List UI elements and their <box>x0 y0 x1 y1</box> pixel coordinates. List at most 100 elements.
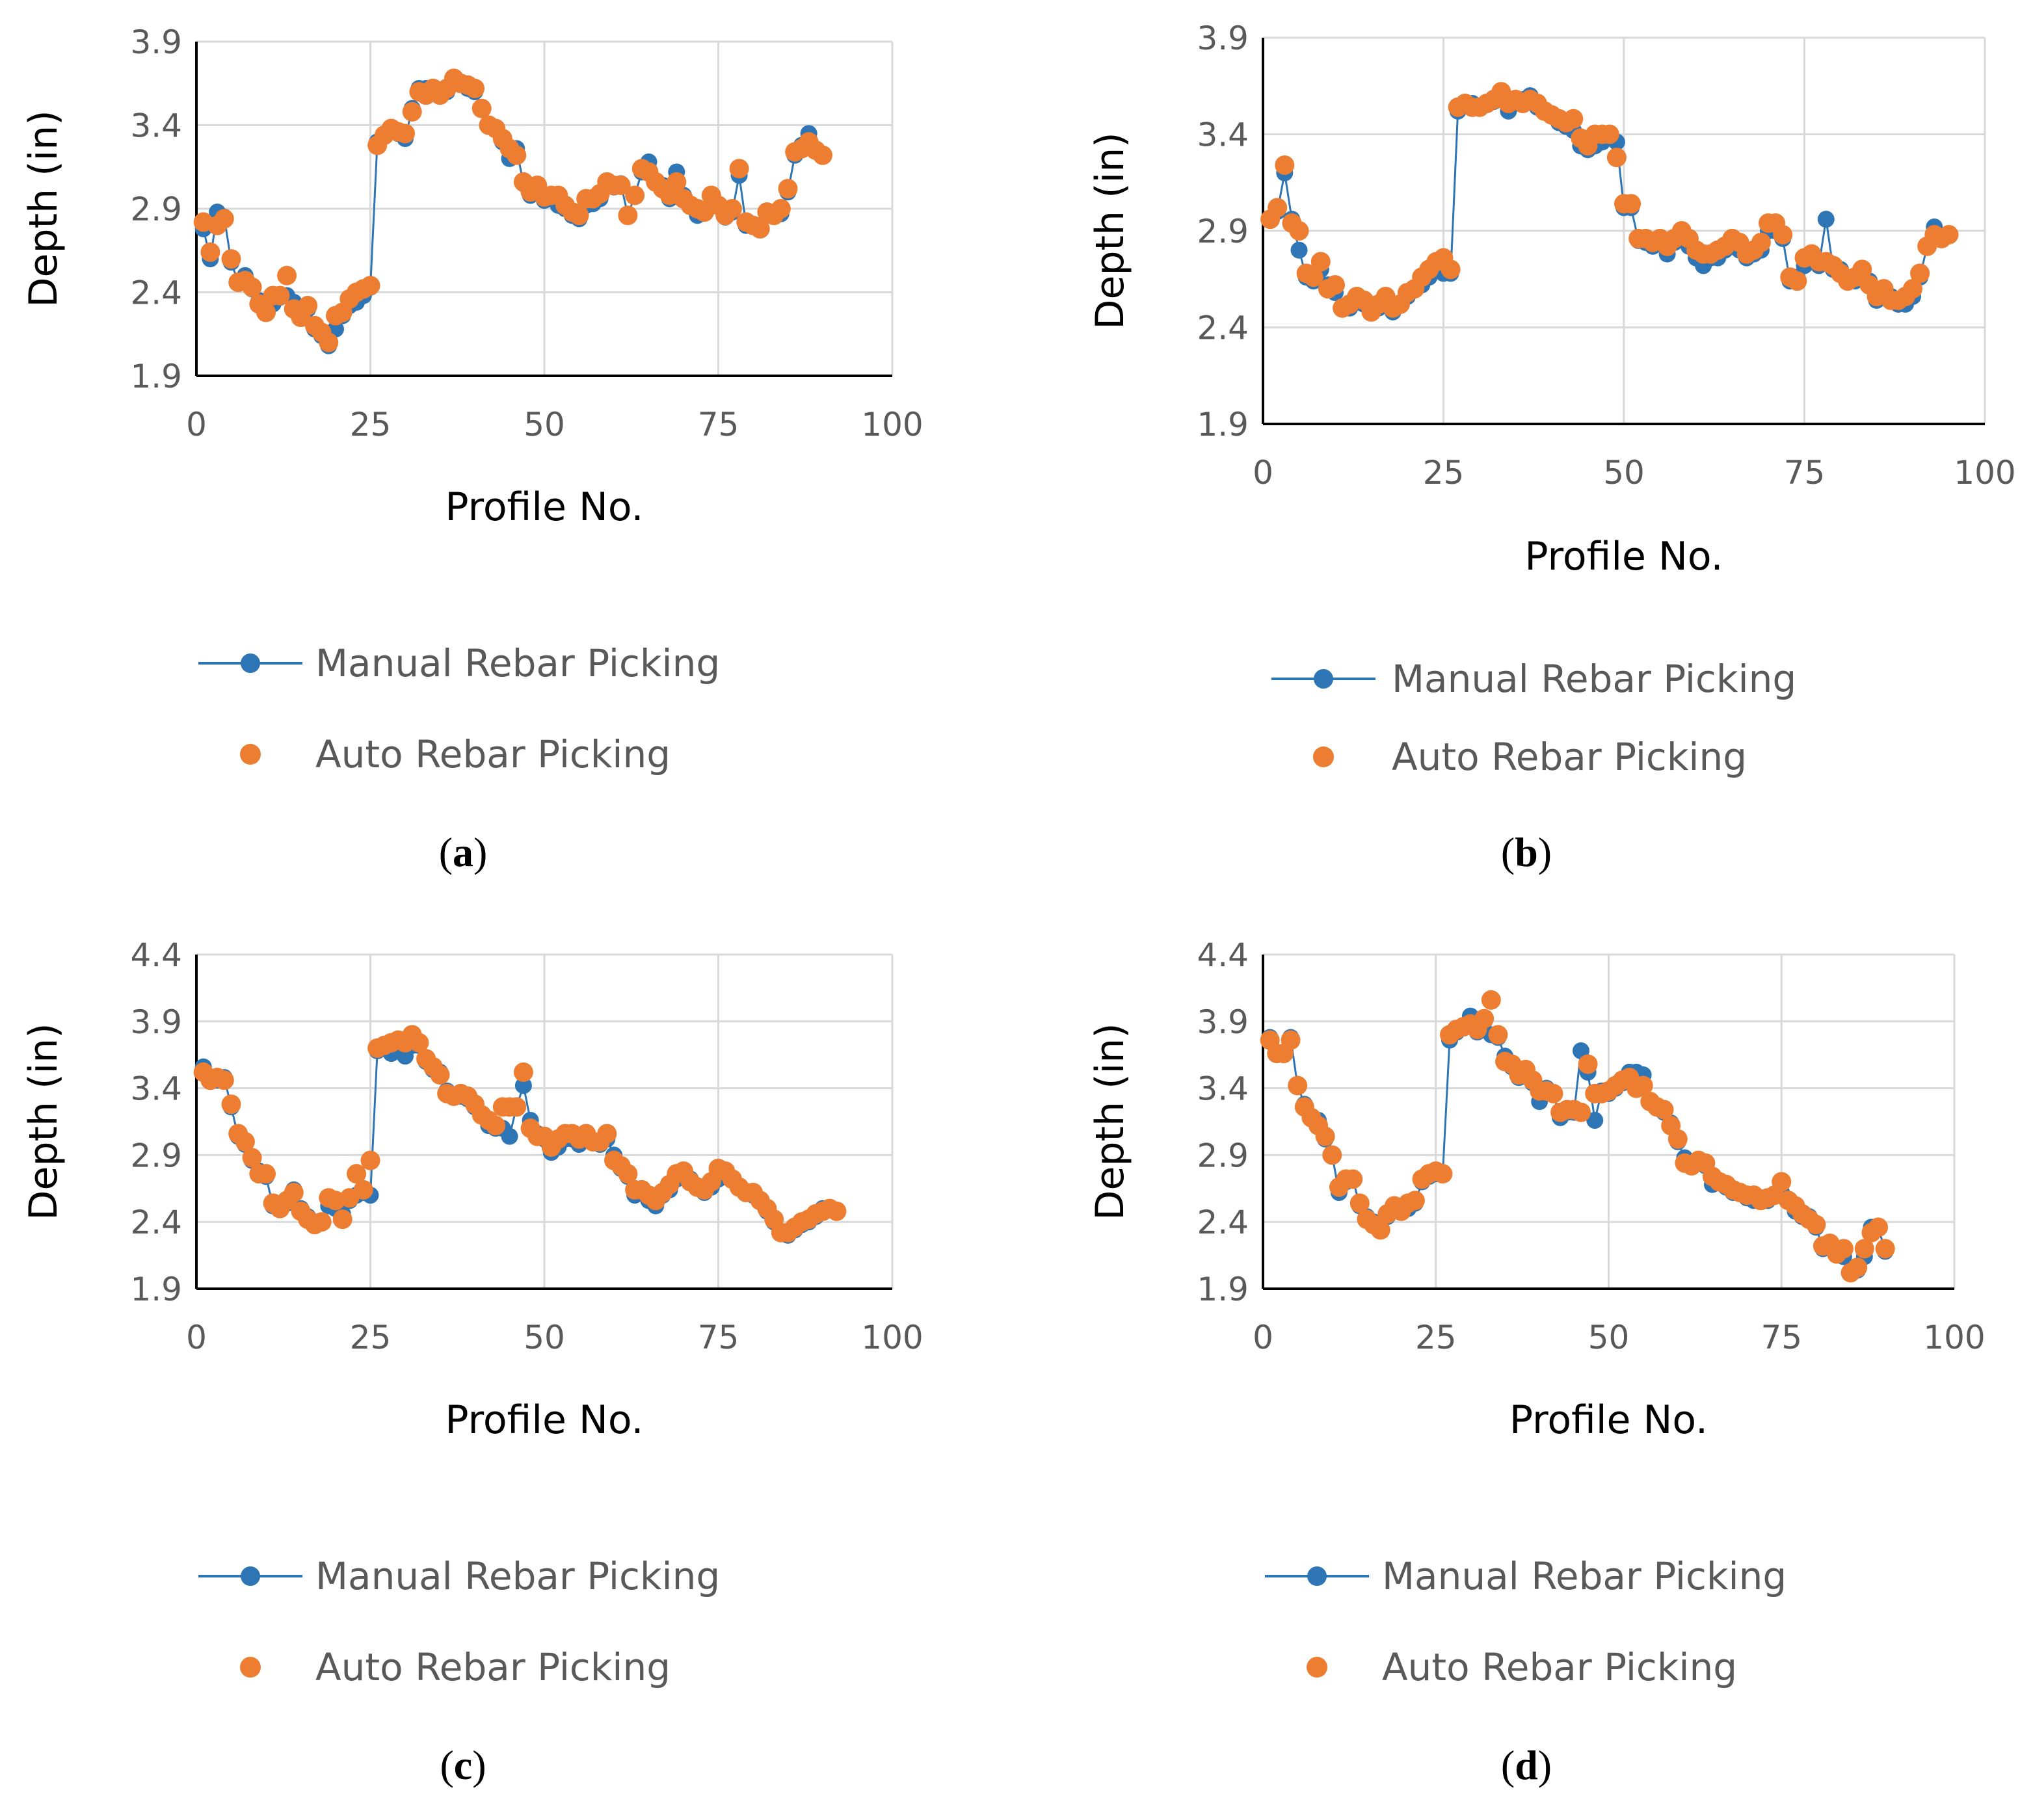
data-point-auto <box>214 1070 234 1090</box>
data-point-auto <box>332 1209 352 1230</box>
legend-marker-auto <box>240 744 261 765</box>
data-point-auto <box>1303 267 1323 287</box>
x-tick-label: 25 <box>1415 1319 1457 1356</box>
data-point-auto <box>277 265 297 285</box>
y-tick-label: 4.4 <box>1197 936 1249 974</box>
panel-label: (a) <box>439 829 488 875</box>
x-tick-label: 50 <box>524 1319 565 1356</box>
data-point-auto <box>1633 1075 1653 1096</box>
y-axis-title: Depth (in) <box>21 1023 66 1220</box>
y-tick-label: 3.4 <box>1197 116 1249 154</box>
legend-marker-auto <box>240 1657 261 1678</box>
data-point-auto <box>1441 259 1461 280</box>
panel-letter: d <box>1515 1742 1538 1788</box>
data-point-auto <box>1405 1191 1425 1211</box>
y-tick-label: 3.4 <box>130 107 182 145</box>
x-tick-label: 50 <box>1588 1319 1630 1356</box>
data-point-auto <box>513 1062 533 1082</box>
data-point-auto <box>1833 1239 1854 1259</box>
x-tick-label: 50 <box>524 406 565 443</box>
panel-label: (d) <box>1501 1742 1552 1788</box>
x-axis-title: Profile No. <box>445 484 643 530</box>
data-point-auto <box>395 124 415 144</box>
y-tick-label: 2.4 <box>1197 1204 1249 1241</box>
legend: Manual Rebar Picking Auto Rebar Picking <box>198 641 720 776</box>
data-point-auto <box>1315 1126 1335 1146</box>
y-tick-label: 1.9 <box>130 1271 182 1308</box>
series-auto-points <box>193 1025 847 1243</box>
data-point-auto <box>507 145 527 165</box>
gridlines <box>1262 36 1986 425</box>
data-point-auto <box>618 1164 638 1184</box>
data-point-auto <box>778 179 798 199</box>
data-point-auto <box>507 1097 527 1117</box>
x-tick-label: 0 <box>186 1319 207 1356</box>
gridlines <box>1262 953 1956 1290</box>
y-tick-label: 2.9 <box>130 191 182 228</box>
data-point-auto <box>1668 1129 1688 1149</box>
data-point-auto <box>1848 1258 1868 1278</box>
chart-panel-b: 1.9 2.4 2.9 3.4 3.9 0 25 50 75 100 Depth (in) Profi… <box>1087 20 2016 875</box>
data-point-auto <box>750 218 770 239</box>
data-point-manual <box>1817 211 1835 228</box>
data-point-auto <box>611 176 631 196</box>
data-point-auto <box>1275 155 1295 176</box>
y-tick-label: 2.9 <box>130 1137 182 1174</box>
legend-marker-auto <box>1313 746 1334 767</box>
x-tick-label: 25 <box>350 406 392 443</box>
data-point-auto <box>221 249 241 269</box>
data-point-auto <box>270 285 290 306</box>
y-axis-title: Depth (in) <box>1087 132 1133 329</box>
y-tick-label: 4.4 <box>130 936 182 974</box>
data-point-auto <box>1325 275 1345 295</box>
data-point-auto <box>618 205 638 226</box>
data-point-manual <box>514 1077 532 1094</box>
data-point-auto <box>1852 259 1872 280</box>
data-point-auto <box>1772 1172 1792 1192</box>
panel-label: (b) <box>1501 829 1552 875</box>
data-point-auto <box>1571 1102 1591 1122</box>
data-point-auto <box>722 199 742 218</box>
data-point-auto <box>1751 232 1771 252</box>
legend-label-auto: Auto Rebar Picking <box>315 732 671 776</box>
data-point-auto <box>1599 124 1619 144</box>
legend-label-manual: Manual Rebar Picking <box>315 1554 720 1598</box>
y-tick-label: 3.9 <box>130 23 182 61</box>
y-tick-label: 1.9 <box>1197 406 1249 443</box>
data-point-auto <box>1543 1083 1563 1103</box>
series-auto-points <box>193 68 832 352</box>
y-tick-label: 2.9 <box>1197 1137 1249 1174</box>
x-tick-label: 0 <box>186 406 207 443</box>
legend-marker-auto <box>1307 1657 1327 1678</box>
data-point-auto <box>256 1164 276 1184</box>
x-tick-label: 100 <box>1954 454 2015 492</box>
data-point-auto <box>200 242 220 262</box>
x-tick-label: 100 <box>861 1319 923 1356</box>
legend-label-manual: Manual Rebar Picking <box>315 641 720 685</box>
data-point-auto <box>242 277 262 297</box>
x-tick-label: 75 <box>698 1319 739 1356</box>
data-point-auto <box>813 145 832 165</box>
legend-marker-manual <box>1314 669 1333 689</box>
data-point-auto <box>1578 1054 1598 1074</box>
data-point-auto <box>1310 252 1331 272</box>
data-point-auto <box>360 1150 380 1170</box>
data-point-auto <box>1563 109 1584 129</box>
data-point-auto <box>1288 1075 1308 1096</box>
data-point-manual <box>1290 241 1308 259</box>
legend-label-auto: Auto Rebar Picking <box>1392 735 1747 779</box>
legend-label-manual: Manual Rebar Picking <box>1382 1554 1787 1598</box>
data-point-auto <box>1322 1145 1342 1165</box>
data-point-auto <box>312 1212 332 1232</box>
data-point-auto <box>771 199 791 218</box>
x-tick-label: 75 <box>698 406 739 443</box>
data-point-manual <box>1586 1111 1604 1129</box>
data-point-auto <box>486 1116 506 1136</box>
panel-letter: a <box>453 829 473 875</box>
data-point-auto <box>319 332 339 352</box>
data-point-auto <box>1370 1220 1390 1240</box>
legend-label-manual: Manual Rebar Picking <box>1392 657 1796 701</box>
data-point-auto <box>1606 148 1627 168</box>
x-tick-label: 100 <box>1923 1319 1985 1356</box>
